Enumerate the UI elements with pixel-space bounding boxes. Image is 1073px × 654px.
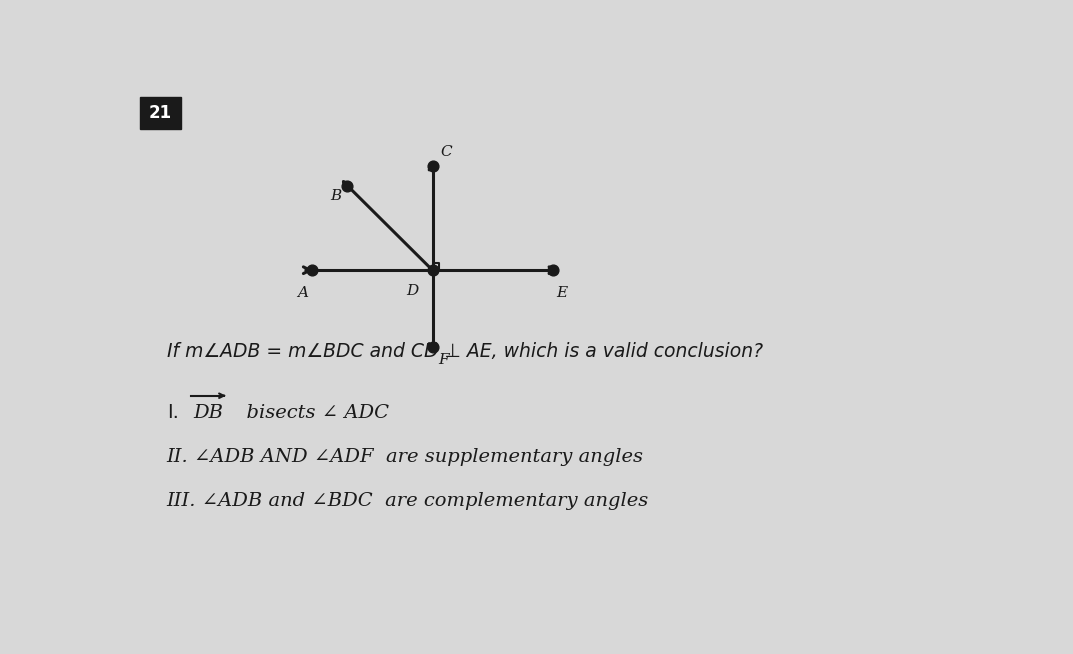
Point: [424, 161, 441, 171]
Point: [304, 265, 321, 275]
Text: I.: I.: [166, 403, 178, 422]
Point: [424, 342, 441, 353]
FancyBboxPatch shape: [141, 97, 180, 129]
Text: B: B: [329, 190, 341, 203]
Text: bisects ∠ ADC: bisects ∠ ADC: [234, 404, 389, 422]
Text: III. ∠ADB and ∠BDC  are complementary angles: III. ∠ADB and ∠BDC are complementary ang…: [166, 492, 649, 510]
Text: C: C: [440, 145, 452, 158]
Point: [544, 265, 561, 275]
Text: A: A: [297, 286, 309, 300]
Text: If m∠ADB = m∠BDC and CD ⊥ AE, which is a valid conclusion?: If m∠ADB = m∠BDC and CD ⊥ AE, which is a…: [166, 341, 763, 360]
Text: E: E: [557, 286, 568, 300]
Text: F: F: [439, 353, 450, 368]
Text: DB: DB: [193, 404, 223, 422]
Point: [339, 181, 356, 191]
Point: [424, 265, 441, 275]
Text: II. ∠ADB AND ∠ADF  are supplementary angles: II. ∠ADB AND ∠ADF are supplementary angl…: [166, 449, 644, 466]
Text: 21: 21: [149, 104, 172, 122]
Text: D: D: [407, 284, 418, 298]
